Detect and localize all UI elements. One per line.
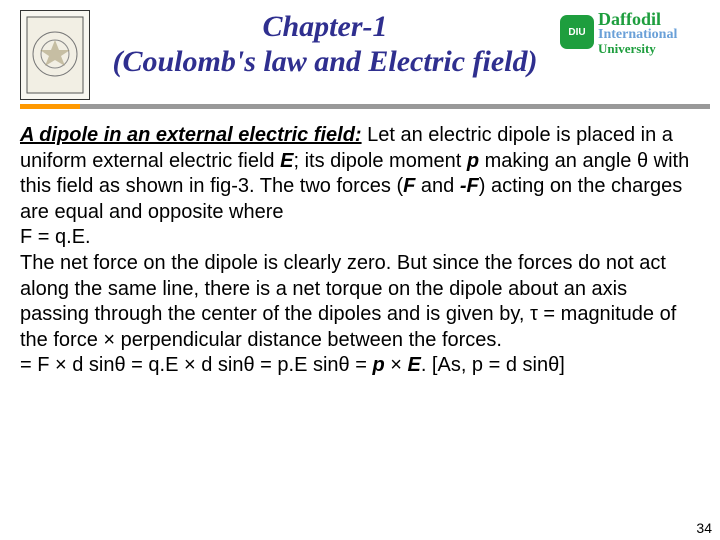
diu-badge-icon: DIU bbox=[560, 15, 594, 49]
sym-E2: E bbox=[407, 354, 420, 376]
sym-p2: p bbox=[372, 354, 384, 376]
sym-negF: -F bbox=[460, 175, 479, 197]
body-text: A dipole in an external electric field: … bbox=[20, 123, 700, 379]
text-2: The net force on the dipole is clearly z… bbox=[20, 252, 676, 351]
text-1d: and bbox=[415, 175, 459, 197]
university-seal-icon bbox=[20, 10, 90, 100]
line-force: F = q.E. bbox=[20, 226, 91, 248]
title-block: Chapter-1 (Coulomb's law and Electric fi… bbox=[90, 10, 560, 79]
sym-E: E bbox=[280, 150, 293, 172]
sym-F: F bbox=[403, 175, 415, 197]
header-row: Chapter-1 (Coulomb's law and Electric fi… bbox=[20, 10, 700, 100]
text-1b: ; its dipole moment bbox=[293, 150, 466, 172]
logo-line3: University bbox=[598, 42, 677, 55]
slide-number: 34 bbox=[696, 520, 712, 536]
sym-p: p bbox=[467, 150, 479, 172]
eq-mid: × bbox=[385, 354, 408, 376]
chapter-subtitle: (Coulomb's law and Electric field) bbox=[96, 45, 554, 80]
section-heading: A dipole in an external electric field: bbox=[20, 124, 362, 146]
chapter-title: Chapter-1 bbox=[96, 10, 554, 45]
uni-name: Daffodil International University bbox=[598, 10, 677, 55]
eq-a: = F × d sinθ = q.E × d sinθ = p.E sinθ = bbox=[20, 354, 372, 376]
daffodil-logo: DIU Daffodil International University bbox=[560, 10, 700, 54]
logo-line1: Daffodil bbox=[598, 10, 677, 28]
logo-line2: International bbox=[598, 28, 677, 42]
eq-b: . [As, p = d sinθ] bbox=[421, 354, 565, 376]
header-underline bbox=[70, 104, 710, 109]
slide: Chapter-1 (Coulomb's law and Electric fi… bbox=[0, 0, 720, 540]
